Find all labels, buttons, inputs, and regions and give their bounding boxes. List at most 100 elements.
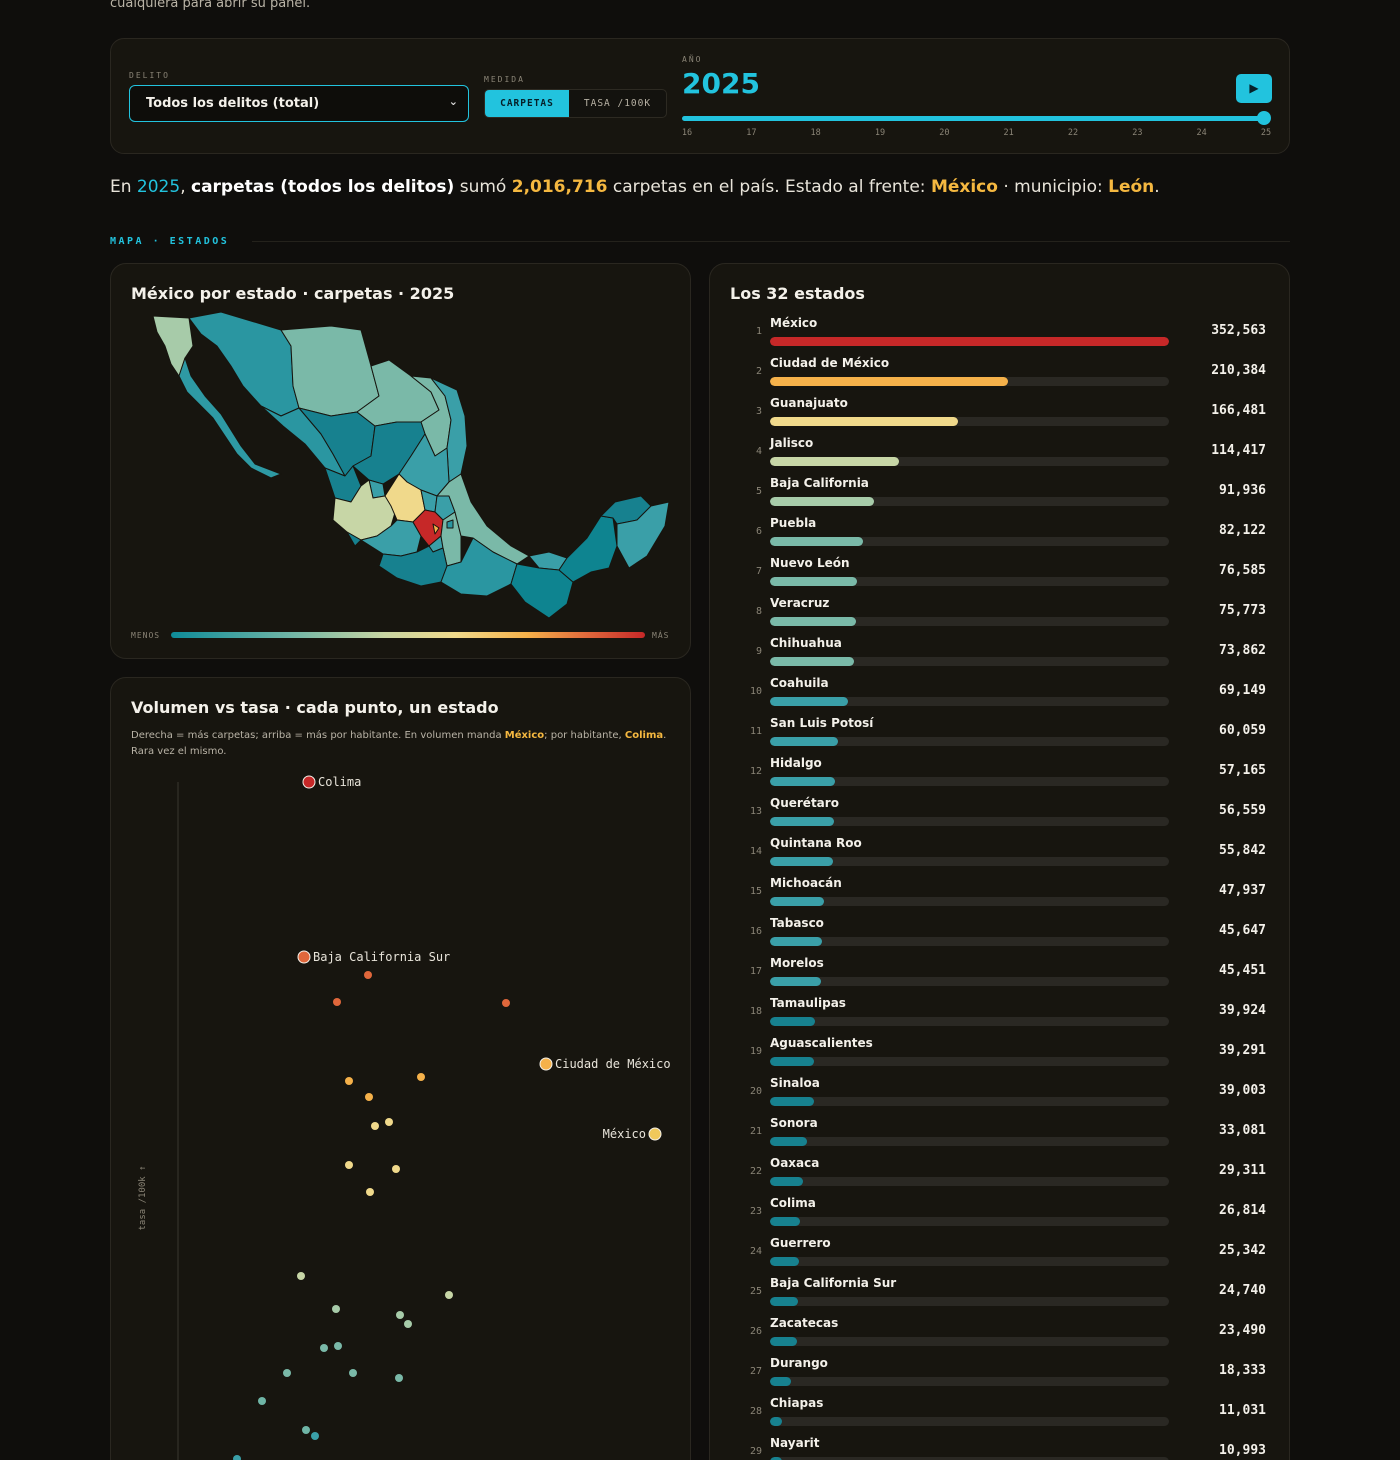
ranking-row[interactable]: 11 San Luis Potosí 60,059	[710, 716, 1291, 756]
ranking-row[interactable]: 6 Puebla 82,122	[710, 516, 1291, 556]
delito-select[interactable]: Todos los delitos (total) ⌄	[129, 85, 469, 122]
ranking-row[interactable]: 14 Quintana Roo 55,842	[710, 836, 1291, 876]
scatter-point[interactable]	[233, 1455, 241, 1460]
ranking-state-name: Baja California	[770, 476, 869, 490]
ranking-bar-track	[770, 857, 1169, 866]
ranking-row[interactable]: 5 Baja California 91,936	[710, 476, 1291, 516]
mexico-choropleth-map[interactable]	[121, 306, 681, 626]
ranking-bar-track	[770, 1457, 1169, 1460]
scatter-point[interactable]	[320, 1344, 328, 1352]
scatter-point[interactable]	[345, 1161, 353, 1169]
ranking-row[interactable]: 8 Veracruz 75,773	[710, 596, 1291, 636]
ranking-row[interactable]: 17 Morelos 45,451	[710, 956, 1291, 996]
scatter-point[interactable]	[502, 999, 510, 1007]
scatter-point[interactable]	[345, 1077, 353, 1085]
ranking-rank: 5	[755, 486, 762, 497]
ranking-row[interactable]: 23 Colima 26,814	[710, 1196, 1291, 1236]
ranking-row[interactable]: 13 Querétaro 56,559	[710, 796, 1291, 836]
scatter-title: Volumen vs tasa · cada punto, un estado	[131, 698, 499, 717]
scatter-point[interactable]	[396, 1311, 404, 1319]
scatter-point[interactable]	[302, 775, 316, 789]
ranking-row[interactable]: 20 Sinaloa 39,003	[710, 1076, 1291, 1116]
ranking-row[interactable]: 29 Nayarit 10,993	[710, 1436, 1291, 1460]
ranking-state-name: Durango	[770, 1356, 828, 1370]
ranking-row[interactable]: 19 Aguascalientes 39,291	[710, 1036, 1291, 1076]
ranking-row[interactable]: 22 Oaxaca 29,311	[710, 1156, 1291, 1196]
ranking-row[interactable]: 24 Guerrero 25,342	[710, 1236, 1291, 1276]
scatter-point[interactable]	[539, 1057, 553, 1071]
scatter-point[interactable]	[417, 1073, 425, 1081]
ranking-row[interactable]: 7 Nuevo León 76,585	[710, 556, 1291, 596]
scatter-point[interactable]	[648, 1127, 662, 1141]
scatter-plot[interactable]: tasa /100k ↑ Colima Baja California Sur Ci…	[111, 678, 692, 1460]
scatter-point-label: Ciudad de México	[555, 1057, 671, 1071]
controls-panel: DELITO Todos los delitos (total) ⌄ MEDID…	[110, 38, 1290, 154]
ranking-bar	[770, 377, 1009, 386]
ranking-row[interactable]: 15 Michoacán 47,937	[710, 876, 1291, 916]
section-divider	[252, 241, 1290, 242]
ranking-state-name: Nuevo León	[770, 556, 850, 570]
scatter-y-label: tasa /100k ↑	[138, 1165, 148, 1230]
year-slider-handle[interactable]	[1257, 111, 1271, 125]
scatter-point[interactable]	[297, 950, 311, 964]
ranking-rank: 18	[749, 1006, 762, 1017]
scatter-point[interactable]	[334, 1342, 342, 1350]
scatter-point[interactable]	[332, 1305, 340, 1313]
ranking-row[interactable]: 1 México 352,563	[710, 316, 1291, 356]
ranking-row[interactable]: 3 Guanajuato 166,481	[710, 396, 1291, 436]
ranking-row[interactable]: 16 Tabasco 45,647	[710, 916, 1291, 956]
ranking-rank: 19	[749, 1046, 762, 1057]
scatter-point[interactable]	[392, 1165, 400, 1173]
scatter-point[interactable]	[311, 1432, 319, 1440]
year-tick: 24	[1196, 128, 1207, 138]
ranking-bar	[770, 417, 959, 426]
ranking-rank: 12	[749, 766, 762, 777]
ranking-row[interactable]: 18 Tamaulipas 39,924	[710, 996, 1291, 1036]
ranking-row[interactable]: 27 Durango 18,333	[710, 1356, 1291, 1396]
headline-text: En	[110, 177, 137, 197]
ranking-rank: 2	[755, 366, 762, 377]
scatter-point[interactable]	[385, 1118, 393, 1126]
ranking-bar-track	[770, 977, 1169, 986]
ranking-bar-track	[770, 457, 1169, 466]
ranking-rank: 9	[755, 646, 762, 657]
ranking-row[interactable]: 25 Baja California Sur 24,740	[710, 1276, 1291, 1316]
scatter-point[interactable]	[297, 1272, 305, 1280]
ranking-value: 24,740	[1219, 1283, 1266, 1298]
ranking-state-name: Hidalgo	[770, 756, 822, 770]
ranking-rank: 24	[749, 1246, 762, 1257]
scatter-point[interactable]	[404, 1320, 412, 1328]
ranking-value: 39,003	[1219, 1083, 1266, 1098]
play-button[interactable]: ▶	[1236, 74, 1272, 103]
ranking-row[interactable]: 2 Ciudad de México 210,384	[710, 356, 1291, 396]
scatter-point-label: Colima	[318, 775, 361, 789]
scatter-point[interactable]	[445, 1291, 453, 1299]
medida-option-carpetas[interactable]: CARPETAS	[485, 90, 569, 117]
ranking-bar	[770, 1177, 804, 1186]
ranking-bar	[770, 1017, 816, 1026]
scatter-point[interactable]	[333, 998, 341, 1006]
ranking-row[interactable]: 12 Hidalgo 57,165	[710, 756, 1291, 796]
scatter-point[interactable]	[371, 1122, 379, 1130]
scatter-point[interactable]	[395, 1374, 403, 1382]
ranking-row[interactable]: 26 Zacatecas 23,490	[710, 1316, 1291, 1356]
ranking-bar-track	[770, 577, 1169, 586]
medida-option-tasa[interactable]: TASA /100K	[583, 98, 652, 109]
ranking-bar	[770, 1217, 801, 1226]
ranking-row[interactable]: 9 Chihuahua 73,862	[710, 636, 1291, 676]
year-slider-track[interactable]	[682, 116, 1265, 121]
ranking-row[interactable]: 10 Coahuila 69,149	[710, 676, 1291, 716]
scatter-point[interactable]	[364, 971, 372, 979]
scatter-point[interactable]	[365, 1093, 373, 1101]
ranking-row[interactable]: 28 Chiapas 11,031	[710, 1396, 1291, 1436]
scatter-point[interactable]	[302, 1426, 310, 1434]
ranking-row[interactable]: 4 Jalisco 114,417	[710, 436, 1291, 476]
chevron-down-icon: ⌄	[448, 95, 458, 108]
scatter-point[interactable]	[366, 1188, 374, 1196]
ranking-bar	[770, 857, 834, 866]
scatter-point[interactable]	[258, 1397, 266, 1405]
ranking-row[interactable]: 21 Sonora 33,081	[710, 1116, 1291, 1156]
scatter-point[interactable]	[283, 1369, 291, 1377]
scatter-point[interactable]	[349, 1369, 357, 1377]
map-state-baja-california-sur	[178, 357, 282, 479]
